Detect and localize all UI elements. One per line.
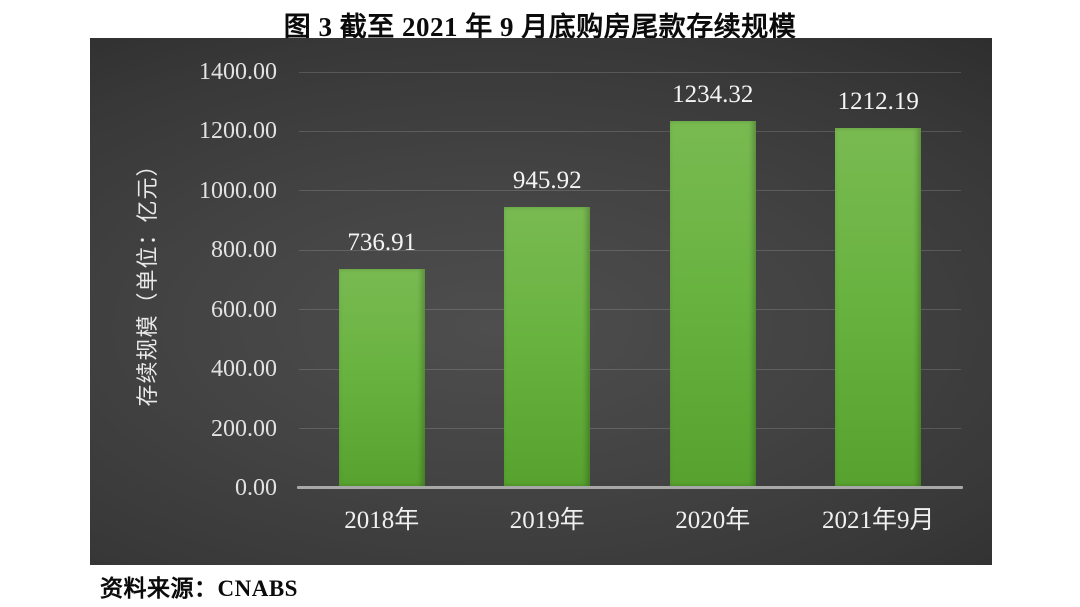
chart-plot-area: 存续规模（单位：亿元） 0.00 200.00 400.00 600.00 800.00… — [90, 38, 992, 565]
y-tick-label: 600.00 — [211, 296, 277, 323]
bar-2020年 — [669, 121, 756, 488]
x-tick-label: 2021年9月 — [821, 507, 935, 534]
x-tick-label: 2020年 — [675, 507, 751, 534]
data-label: 1234.32 — [672, 81, 754, 109]
gridline — [299, 368, 961, 370]
chart-title: 图 3 截至 2021 年 9 月底购房尾款存续规模 — [283, 12, 797, 42]
y-tick-label: 400.00 — [211, 356, 277, 383]
y-tick-label: 1000.00 — [199, 177, 277, 204]
bar-2019年 — [504, 206, 591, 488]
bar-2018年 — [338, 269, 425, 488]
source-note: 资料来源：CNABS — [100, 576, 298, 601]
y-tick-label: 200.00 — [211, 415, 277, 442]
gridline — [299, 190, 961, 192]
y-axis-title: 存续规模（单位：亿元） — [135, 153, 160, 407]
gridline — [299, 428, 961, 430]
data-label: 1212.19 — [837, 87, 919, 115]
x-tick-label: 2018年 — [344, 507, 420, 534]
y-tick-label: 0.00 — [235, 475, 277, 501]
y-tick-label: 1400.00 — [199, 59, 277, 85]
data-label: 945.92 — [512, 166, 582, 194]
x-tick-label: 2019年 — [509, 507, 585, 534]
y-tick-label: 1200.00 — [199, 118, 277, 145]
gridline — [299, 71, 961, 73]
bar-2021年9月 — [835, 127, 922, 488]
data-label: 736.91 — [347, 229, 417, 257]
gridline — [299, 249, 961, 251]
y-tick-label: 800.00 — [211, 237, 277, 264]
gridline — [299, 309, 961, 311]
x-axis-line — [297, 486, 963, 489]
gridline — [299, 130, 961, 132]
